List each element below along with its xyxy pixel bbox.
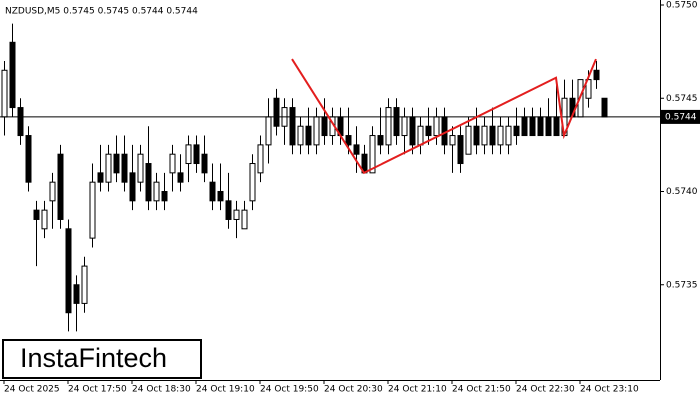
candle-body — [305, 125, 312, 146]
candle-body — [65, 228, 72, 314]
candle-body — [105, 153, 112, 183]
candle-body — [257, 144, 264, 174]
candle-body — [401, 116, 408, 137]
candle-body — [161, 191, 168, 202]
candle-body — [353, 144, 360, 155]
candle-body — [473, 125, 480, 146]
candle-body — [57, 153, 64, 220]
x-tick-label: 24 Oct 21:50 — [452, 385, 511, 395]
candle-body — [137, 153, 144, 183]
candle-body — [25, 135, 32, 183]
candle-body — [177, 172, 184, 183]
x-tick-label: 24 Oct 18:30 — [132, 385, 191, 395]
candle-body — [425, 125, 432, 137]
candle-body — [49, 181, 56, 202]
candle-body — [41, 209, 48, 230]
logo-box — [2, 339, 202, 379]
current-price-label: 0.5744 — [665, 112, 697, 122]
candle-body — [537, 116, 544, 137]
candle-body — [441, 116, 448, 146]
candle-body — [193, 144, 200, 165]
candle-body — [593, 69, 600, 81]
candle-body — [33, 209, 40, 220]
candle-body — [265, 116, 272, 146]
candle-body — [465, 125, 472, 155]
candle-body — [433, 116, 440, 137]
chart-title: NZDUSD,M5 0.5745 0.5745 0.5744 0.5744 — [5, 7, 198, 17]
x-tick-label: 24 Oct 19:50 — [260, 385, 319, 395]
candle-body — [225, 200, 232, 220]
candle-body — [113, 153, 120, 174]
x-tick-label: 24 Oct 23:10 — [580, 385, 639, 395]
y-tick-label: 0.5750 — [666, 1, 698, 11]
candle-body — [185, 144, 192, 165]
candle-body — [481, 125, 488, 146]
candle-body — [321, 116, 328, 137]
candle-body — [201, 153, 208, 174]
candle-body — [145, 163, 152, 202]
candle-body — [449, 135, 456, 146]
candle-body — [233, 209, 240, 220]
candle-body — [129, 172, 136, 202]
candle-body — [313, 116, 320, 146]
candle-body — [153, 181, 160, 202]
candle-body — [393, 107, 400, 137]
x-tick-label: 24 Oct 21:10 — [388, 385, 447, 395]
candle-body — [497, 125, 504, 146]
candle-body — [345, 135, 352, 146]
x-tick-label: 24 Oct 20:30 — [324, 385, 383, 395]
candle-body — [209, 181, 216, 202]
candle-body — [249, 163, 256, 202]
candle-body — [513, 125, 520, 137]
y-tick-label: 0.5740 — [666, 187, 698, 197]
candle-body — [81, 265, 88, 304]
candle-body — [529, 116, 536, 137]
candle-body — [521, 116, 528, 137]
candle-body — [585, 79, 592, 99]
candle-body — [505, 125, 512, 146]
y-tick-label: 0.5735 — [666, 280, 698, 290]
candle-body — [121, 153, 128, 183]
candle-body — [97, 172, 104, 183]
candle-body — [553, 116, 560, 137]
logo: InstaFintech — [20, 343, 167, 373]
candle-body — [169, 153, 176, 174]
candle-body — [417, 125, 424, 146]
candle-body — [377, 135, 384, 146]
candle-body — [273, 97, 280, 127]
candle-body — [545, 116, 552, 137]
candle-body — [385, 107, 392, 146]
candle-body — [289, 107, 296, 146]
x-tick-label: 24 Oct 2025 — [4, 385, 60, 395]
x-tick-label: 24 Oct 19:10 — [196, 385, 255, 395]
candle-body — [73, 284, 80, 304]
candle-body — [409, 116, 416, 146]
candle-body — [241, 209, 248, 230]
x-tick-label: 24 Oct 22:30 — [516, 385, 575, 395]
candle-body — [1, 69, 8, 118]
y-tick-label: 0.5745 — [666, 94, 698, 104]
x-tick-label: 24 Oct 17:50 — [68, 385, 127, 395]
candle-body — [89, 181, 96, 239]
current-price-box — [661, 109, 700, 124]
pattern-line — [291, 58, 597, 175]
candle-body — [9, 41, 16, 109]
candle-body — [369, 135, 376, 174]
candle-body — [17, 107, 24, 137]
candle-body — [297, 125, 304, 146]
candle-body — [217, 191, 224, 202]
plot-area — [1, 23, 608, 332]
candle-body — [457, 135, 464, 165]
candle-body — [489, 125, 496, 146]
candle-body — [601, 97, 608, 118]
